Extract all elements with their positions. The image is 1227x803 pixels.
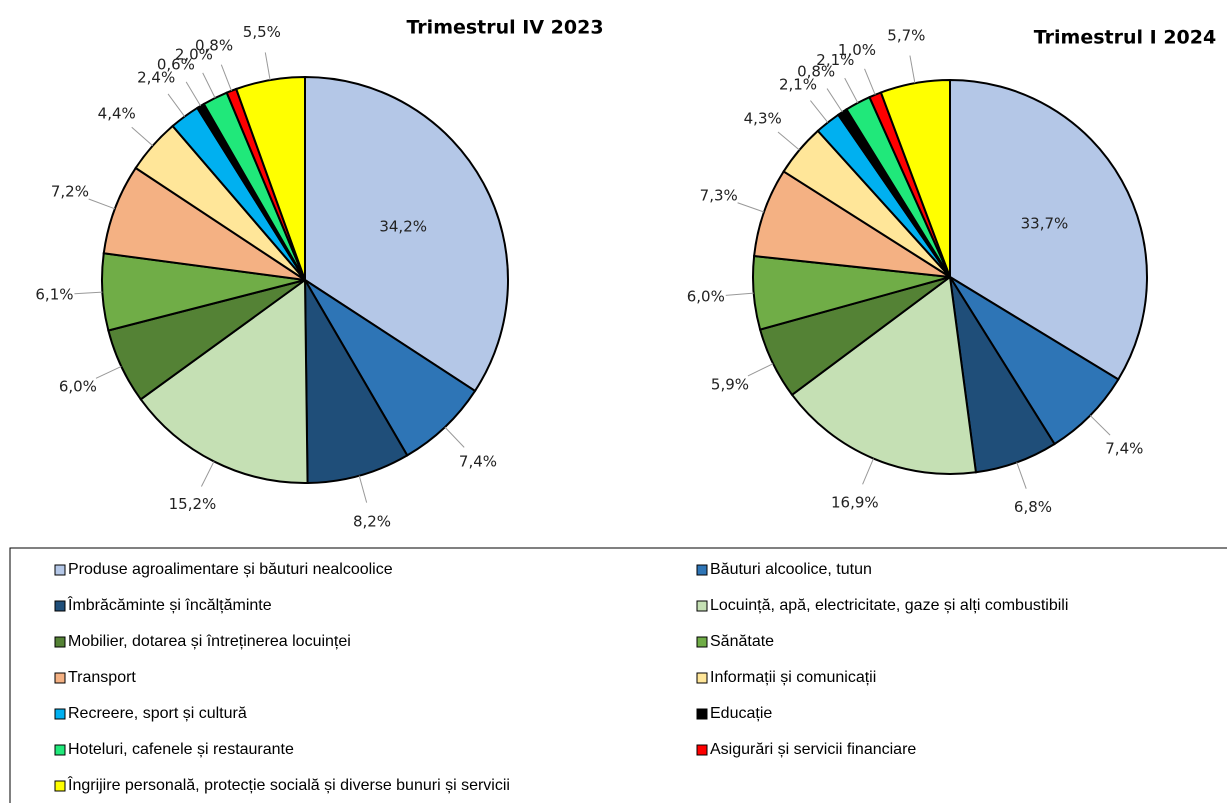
data-label: 8,2% xyxy=(353,512,391,530)
data-label: 5,7% xyxy=(887,26,925,44)
legend-label: Hoteluri, cafenele și restaurante xyxy=(68,741,294,758)
legend-swatch xyxy=(54,672,66,684)
data-label: 5,9% xyxy=(711,375,749,393)
leader-line xyxy=(202,72,216,99)
leader-line xyxy=(1089,415,1111,436)
leader-line xyxy=(864,68,876,95)
data-label: 2,4% xyxy=(137,68,175,86)
legend-label: Transport xyxy=(68,669,136,686)
data-label: 7,2% xyxy=(51,183,89,201)
leader-line xyxy=(810,100,829,123)
leader-line xyxy=(725,292,754,296)
legend-label: Îmbrăcăminte și încălțăminte xyxy=(67,595,272,614)
data-label: 15,2% xyxy=(169,495,217,513)
legend-swatch xyxy=(54,636,66,648)
leader-line xyxy=(74,291,103,295)
legend-label: Sănătate xyxy=(710,633,774,650)
leader-line xyxy=(185,81,201,107)
data-label: 0,6% xyxy=(157,55,195,73)
legend-label: Recreere, sport și cultură xyxy=(68,705,247,722)
legend-swatch xyxy=(54,708,66,720)
pie-slice xyxy=(879,78,951,278)
legend-label: Informații și comunicații xyxy=(710,669,876,686)
data-label: 2,1% xyxy=(816,51,854,69)
leader-line xyxy=(358,475,368,503)
legend-swatch xyxy=(54,744,66,756)
pie-slice xyxy=(139,278,309,484)
legend-label: Produse agroalimentare și băuturi nealco… xyxy=(68,561,393,578)
legend-swatch xyxy=(696,636,708,648)
data-label: 34,2% xyxy=(379,217,427,235)
legend-box xyxy=(9,547,1227,803)
legend-label: Mobilier, dotarea și întreținerea locuin… xyxy=(68,633,351,650)
leader-line xyxy=(862,458,874,485)
data-label: 4,4% xyxy=(98,105,136,123)
data-label: 33,7% xyxy=(1021,214,1069,232)
data-label: 6,8% xyxy=(1014,498,1052,516)
legend-swatch xyxy=(696,744,708,756)
legend-label: Îngrijire personală, protecție socială ș… xyxy=(67,775,510,794)
leader-line xyxy=(167,93,186,117)
leader-line xyxy=(131,126,154,147)
data-label: 6,1% xyxy=(35,285,73,303)
data-label: 4,3% xyxy=(744,110,782,128)
leader-line xyxy=(826,88,843,113)
legend-swatch xyxy=(696,564,708,576)
legend-label: Educație xyxy=(710,705,772,722)
legend-label: Asigurări și servicii financiare xyxy=(710,741,916,758)
leader-line xyxy=(88,198,116,210)
leader-line xyxy=(844,77,859,104)
data-label: 6,0% xyxy=(687,287,725,305)
data-label: 2,0% xyxy=(175,45,213,63)
legend-swatch xyxy=(54,600,66,612)
legend-label: Locuință, apă, electricitate, gaze și al… xyxy=(710,597,1068,614)
leader-line xyxy=(737,202,765,213)
chart-title: Trimestrul IV 2023 xyxy=(406,17,603,39)
leader-line xyxy=(1016,462,1027,489)
leader-line xyxy=(444,426,465,448)
data-label: 7,4% xyxy=(459,452,497,470)
data-label: 0,8% xyxy=(195,37,233,55)
data-label: 0,8% xyxy=(797,62,835,80)
leader-line xyxy=(264,52,271,81)
data-label: 1,0% xyxy=(838,41,876,59)
legend-swatch xyxy=(696,600,708,612)
data-label: 5,5% xyxy=(243,23,281,41)
leader-line xyxy=(95,365,122,379)
pie-slice xyxy=(949,78,1148,381)
legend-swatch xyxy=(696,708,708,720)
data-label: 16,9% xyxy=(831,493,879,511)
leader-line xyxy=(220,64,232,91)
leader-line xyxy=(747,363,774,377)
leader-line xyxy=(200,461,215,487)
data-label: 6,0% xyxy=(59,377,97,395)
legend-label: Băuturi alcoolice, tutun xyxy=(710,561,872,578)
legend-swatch xyxy=(54,564,66,576)
data-label: 7,4% xyxy=(1105,440,1143,458)
leader-line xyxy=(909,55,916,84)
legend-swatch xyxy=(696,672,708,684)
data-label: 2,1% xyxy=(779,75,817,93)
pie-slice xyxy=(303,276,409,484)
chart-title: Trimestrul I 2024 xyxy=(1034,27,1216,49)
data-label: 7,3% xyxy=(700,187,738,205)
leader-line xyxy=(777,131,800,151)
legend-swatch xyxy=(54,780,66,792)
